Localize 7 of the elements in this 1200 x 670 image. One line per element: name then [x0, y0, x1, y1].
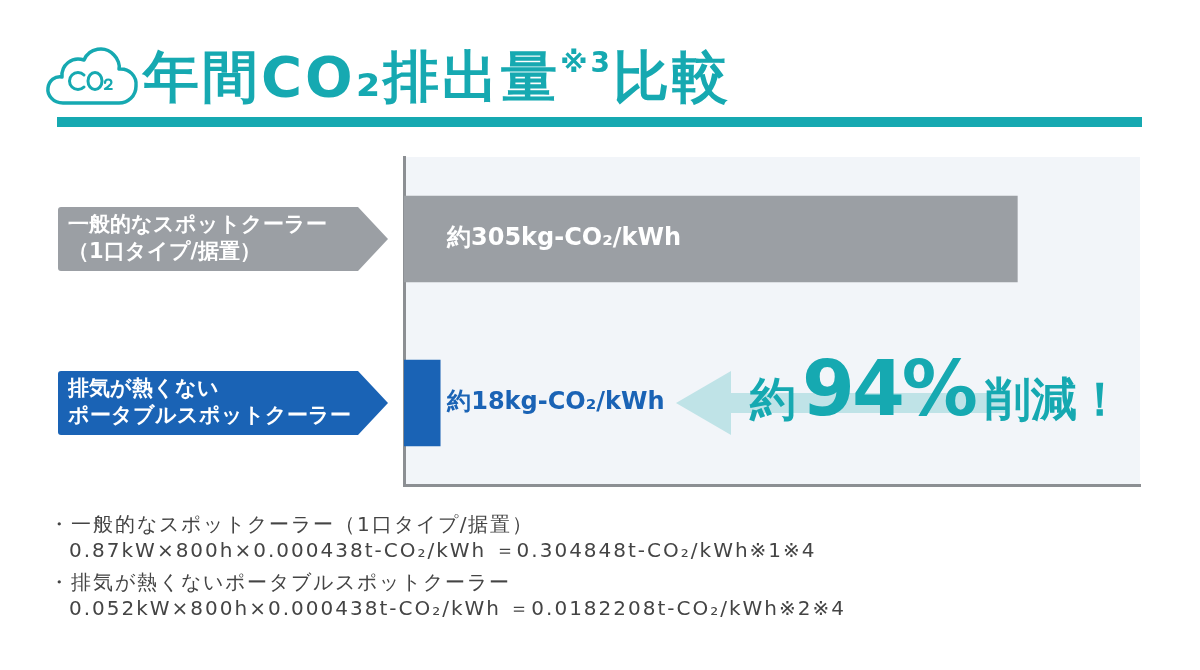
data-label: 約18kg-CO₂/kWh	[446, 387, 665, 416]
chart-title: 年間CO₂排出量$^{※3}$比較	[143, 44, 731, 109]
y-tick-label: 排気が熱くないポータブルスポットクーラー	[67, 375, 351, 428]
text: ・一般的なスポットクーラー（1口タイプ/据置） 0.87kW×800h×0.000438t-CO₂/kWh ＝0.304848t-CO₂/kWh※1※4	[49, 511, 818, 563]
y-tick-label: 一般的なスポットクーラー（1口タイプ/据置）	[68, 211, 327, 264]
data-label: 約305kg-CO₂/kWh	[446, 223, 682, 252]
text: ・排気が熱くないポータブルスポットクーラー 0.052kW×800h×0.000438t-CO₂/kWh ＝0.0182208t-CO₂/kWh※2※4	[49, 569, 846, 621]
